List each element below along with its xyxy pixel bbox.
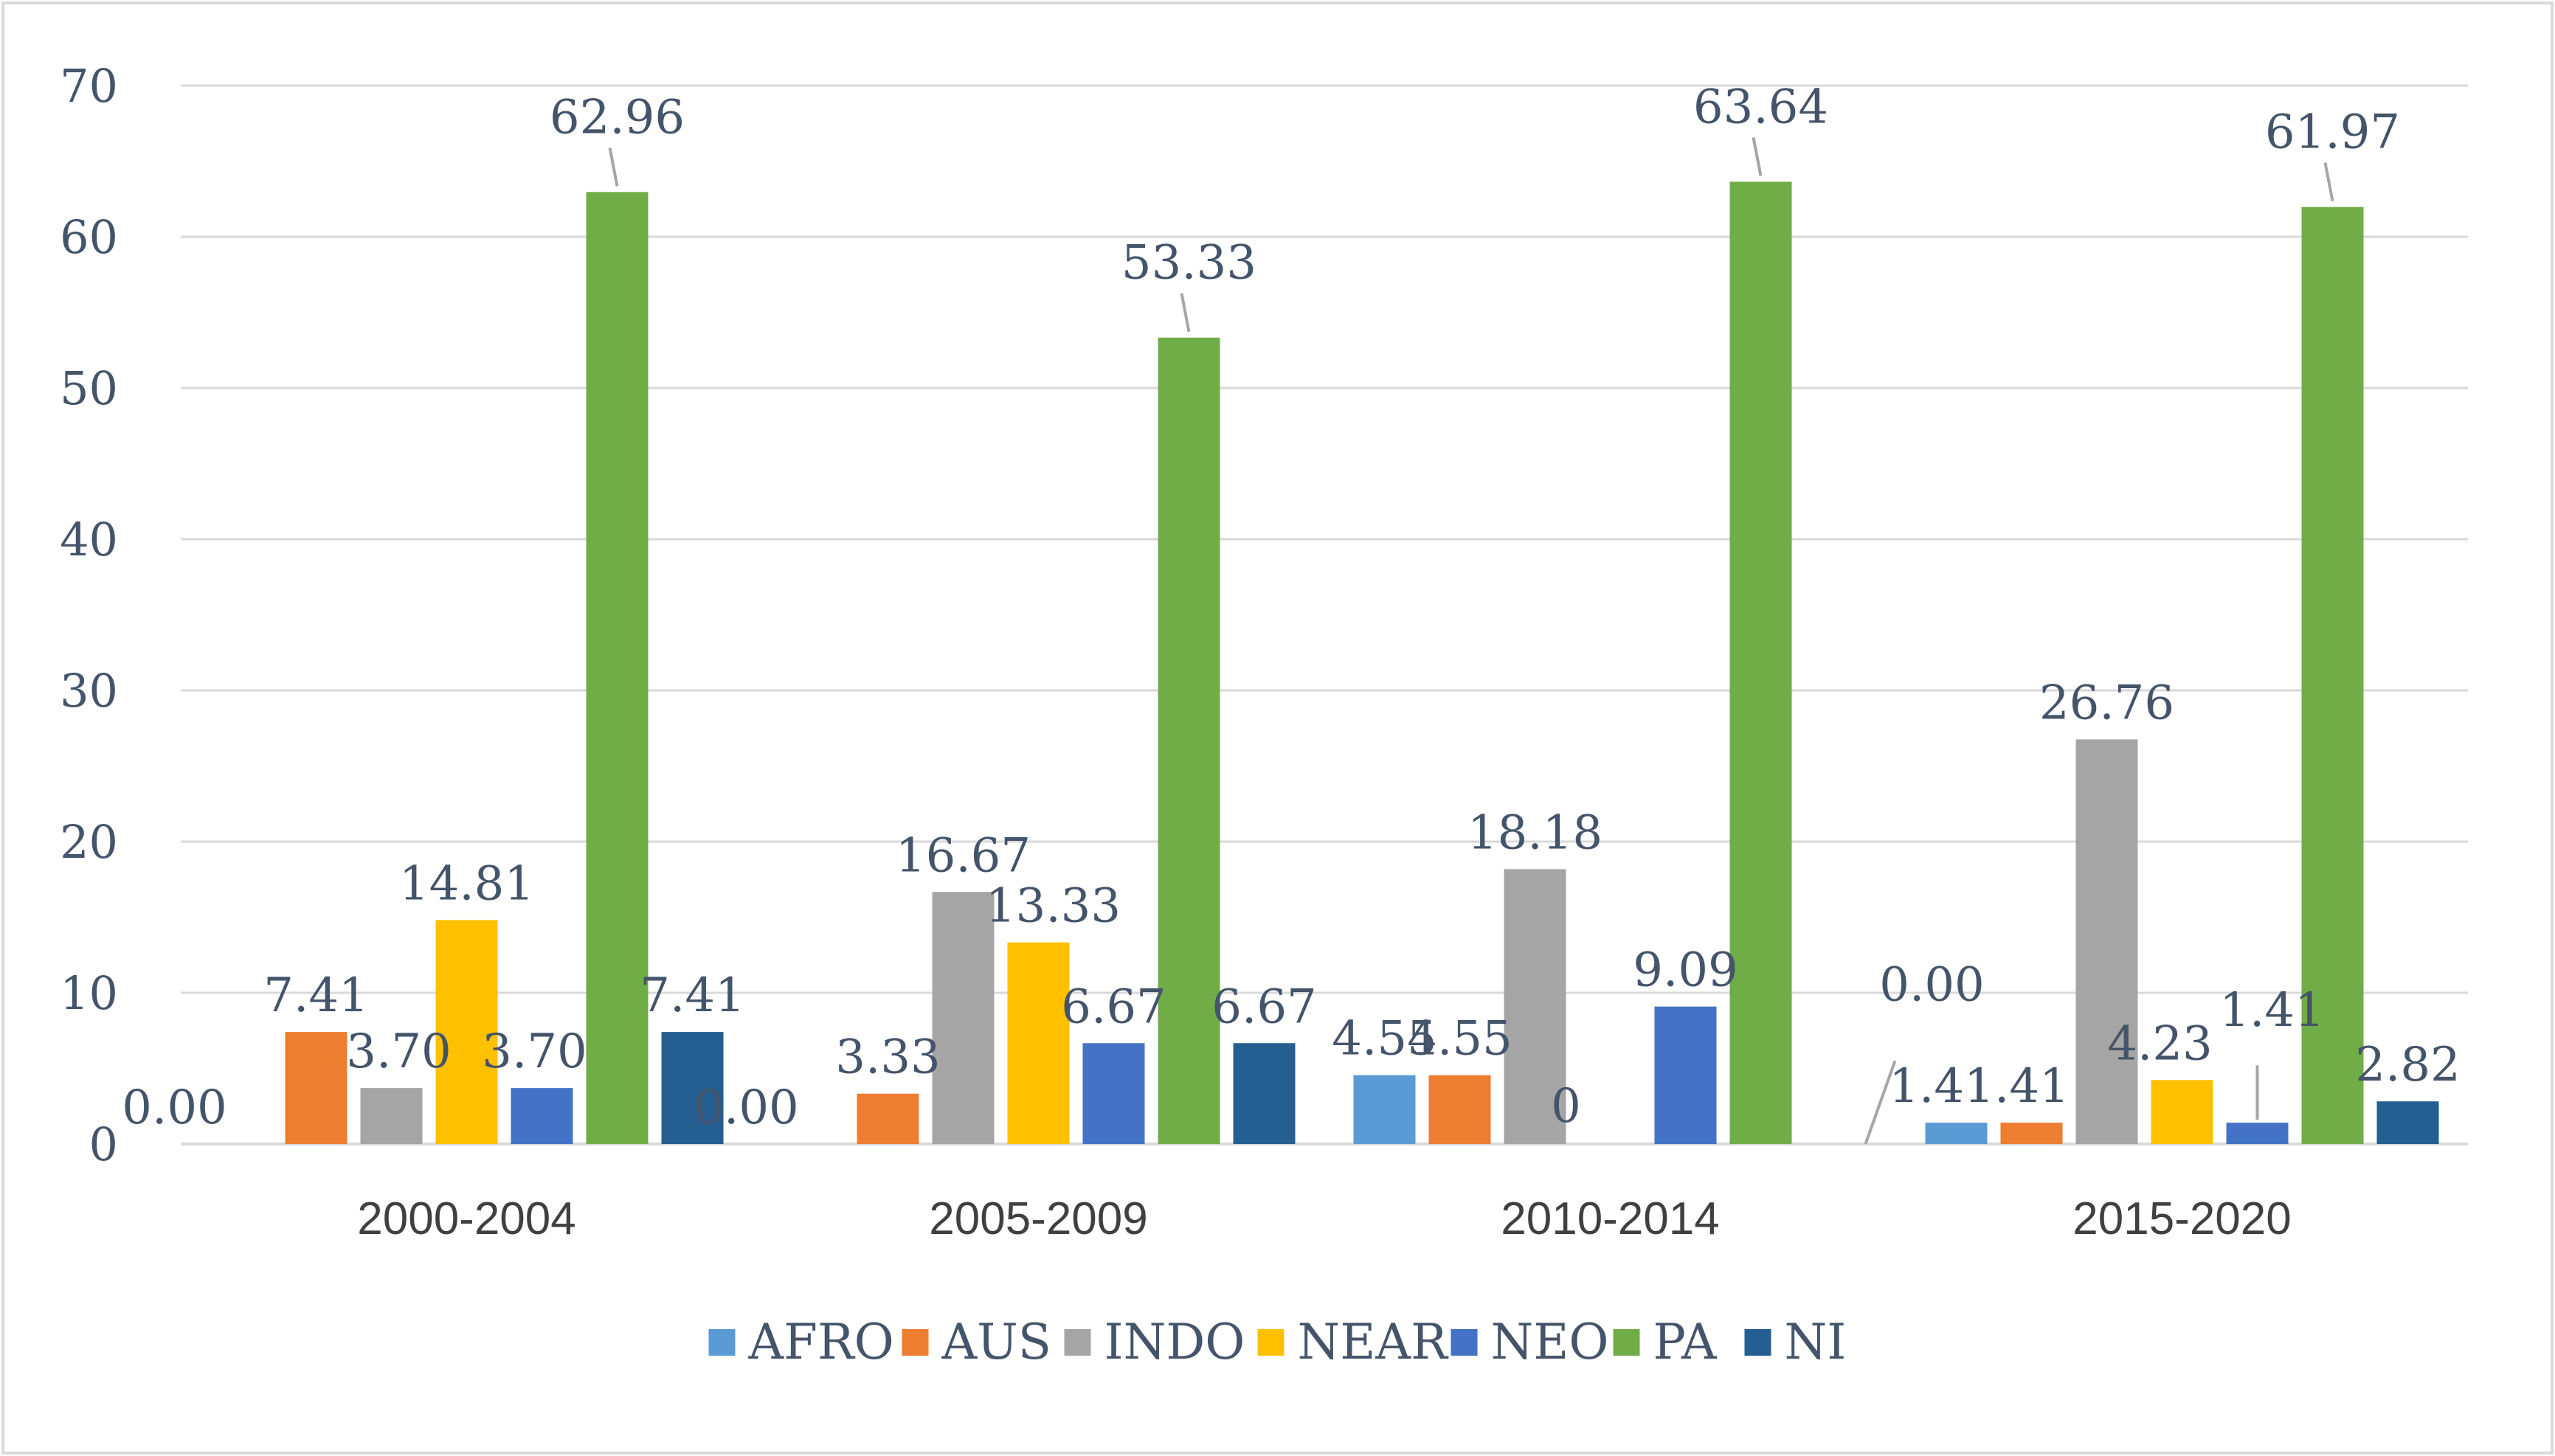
data-label-indo: 18.18 bbox=[1467, 805, 1603, 860]
data-label-afro: 4.55 bbox=[1332, 1012, 1437, 1067]
bar-neo-2 bbox=[1654, 1006, 1717, 1144]
data-label-ni: 0.00 bbox=[1879, 957, 1985, 1012]
leader-lines bbox=[608, 137, 2334, 1145]
leader-line bbox=[2323, 162, 2334, 201]
data-label-pa: 53.33 bbox=[1121, 236, 1256, 291]
data-label-aus: 1.41 bbox=[1964, 1059, 2070, 1114]
legend-label-ni: NI bbox=[1785, 1314, 1847, 1370]
leader-line bbox=[1752, 137, 1763, 176]
legend-label-aus: AUS bbox=[941, 1314, 1052, 1370]
data-label-neo: 9.09 bbox=[1633, 943, 1738, 998]
data-label-near: 0 bbox=[1551, 1079, 1581, 1134]
x-tick-label: 2000-2004 bbox=[357, 1193, 576, 1244]
data-label-indo: 26.76 bbox=[2039, 676, 2174, 730]
leader-line bbox=[608, 147, 619, 187]
bar-indo-3 bbox=[2075, 739, 2138, 1144]
legend-label-neo: NEO bbox=[1491, 1314, 1609, 1370]
data-label-near: 14.81 bbox=[399, 856, 534, 911]
bar-afro-2 bbox=[1353, 1075, 1416, 1144]
bar-near-3 bbox=[2151, 1080, 2213, 1144]
bar-ni-0 bbox=[661, 1032, 724, 1144]
y-tick-label: 40 bbox=[60, 513, 118, 566]
legend-swatch-pa bbox=[1613, 1329, 1640, 1356]
bar-aus-2 bbox=[1428, 1075, 1491, 1144]
legend-swatch-aus bbox=[902, 1329, 929, 1356]
bar-near-1 bbox=[1007, 942, 1070, 1144]
bar-pa-3 bbox=[2301, 207, 2364, 1144]
y-tick-label: 30 bbox=[60, 664, 118, 718]
data-label-afro: 1.41 bbox=[1889, 1059, 1994, 1114]
legend-swatch-ni bbox=[1744, 1329, 1771, 1356]
legend-swatch-near bbox=[1257, 1329, 1285, 1356]
bar-indo-0 bbox=[360, 1088, 423, 1144]
data-label-pa: 63.64 bbox=[1693, 80, 1828, 134]
data-label-aus: 4.55 bbox=[1407, 1012, 1512, 1067]
legend: AFRO AUS INDO NEAR NEO PA NI bbox=[708, 1314, 1847, 1370]
data-labels: 0.007.413.7014.813.7062.967.410.003.3316… bbox=[122, 80, 2461, 1135]
legend-swatch-indo bbox=[1064, 1329, 1091, 1356]
data-label-near: 13.33 bbox=[986, 879, 1121, 934]
data-label-pa: 61.97 bbox=[2265, 105, 2400, 160]
bar-pa-1 bbox=[1158, 337, 1220, 1144]
bar-ni-1 bbox=[1233, 1043, 1296, 1144]
bars bbox=[285, 181, 2439, 1144]
y-tick-label: 60 bbox=[60, 210, 118, 264]
bar-aus-3 bbox=[2000, 1123, 2063, 1144]
x-tick-label: 2005-2009 bbox=[929, 1193, 1148, 1244]
x-tick-label: 2010-2014 bbox=[1501, 1193, 1720, 1244]
legend-label-afro: AFRO bbox=[748, 1314, 894, 1370]
y-tick-label: 50 bbox=[60, 361, 118, 415]
bar-indo-2 bbox=[1504, 869, 1566, 1144]
bar-neo-0 bbox=[511, 1088, 573, 1144]
data-label-ni: 6.67 bbox=[1211, 980, 1317, 1034]
bar-near-0 bbox=[435, 920, 498, 1144]
legend-label-near: NEAR bbox=[1298, 1314, 1450, 1370]
axes: 0 10 20 30 40 50 60 70 2000-2004 2005-2009 2010-20… bbox=[60, 59, 2468, 1244]
legend-label-indo: INDO bbox=[1104, 1314, 1245, 1370]
y-tick-label: 0 bbox=[89, 1117, 118, 1171]
bar-neo-1 bbox=[1082, 1043, 1145, 1144]
bar-indo-1 bbox=[932, 892, 995, 1144]
x-tick-label: 2015-2020 bbox=[2072, 1193, 2292, 1244]
bar-afro-3 bbox=[1925, 1123, 1988, 1144]
leader-line bbox=[1180, 293, 1191, 333]
data-label-afro: 0.00 bbox=[694, 1081, 799, 1135]
legend-label-pa: PA bbox=[1653, 1314, 1718, 1370]
leader-line bbox=[1864, 1060, 1897, 1145]
bar-pa-0 bbox=[586, 192, 649, 1144]
data-label-near: 4.23 bbox=[2107, 1016, 2213, 1071]
y-tick-label: 70 bbox=[60, 59, 118, 113]
data-label-neo: 1.41 bbox=[2219, 983, 2325, 1038]
bar-aus-1 bbox=[857, 1093, 919, 1144]
bar-pa-2 bbox=[1729, 181, 1792, 1144]
data-label-aus: 3.33 bbox=[835, 1030, 941, 1085]
data-label-neo: 6.67 bbox=[1061, 980, 1166, 1034]
bar-ni-3 bbox=[2376, 1101, 2439, 1144]
data-label-ni: 2.82 bbox=[2355, 1038, 2461, 1092]
data-label-ni: 7.41 bbox=[640, 968, 745, 1023]
data-label-neo: 3.70 bbox=[482, 1025, 587, 1079]
y-tick-label: 10 bbox=[60, 966, 118, 1020]
bar-neo-3 bbox=[2226, 1123, 2289, 1144]
bar-aus-0 bbox=[285, 1032, 348, 1144]
legend-swatch-afro bbox=[708, 1329, 736, 1356]
legend-swatch-neo bbox=[1451, 1329, 1478, 1356]
data-label-afro: 0.00 bbox=[122, 1081, 227, 1135]
data-label-pa: 62.96 bbox=[550, 90, 685, 145]
data-label-indo: 16.67 bbox=[896, 828, 1031, 883]
data-label-aus: 7.41 bbox=[263, 968, 369, 1023]
data-label-indo: 3.70 bbox=[346, 1025, 452, 1079]
y-tick-label: 20 bbox=[60, 815, 118, 869]
